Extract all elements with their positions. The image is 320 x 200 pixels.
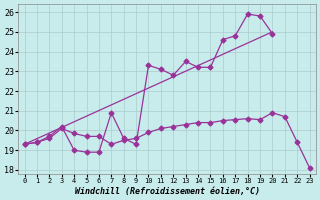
X-axis label: Windchill (Refroidissement éolien,°C): Windchill (Refroidissement éolien,°C) [75, 187, 260, 196]
